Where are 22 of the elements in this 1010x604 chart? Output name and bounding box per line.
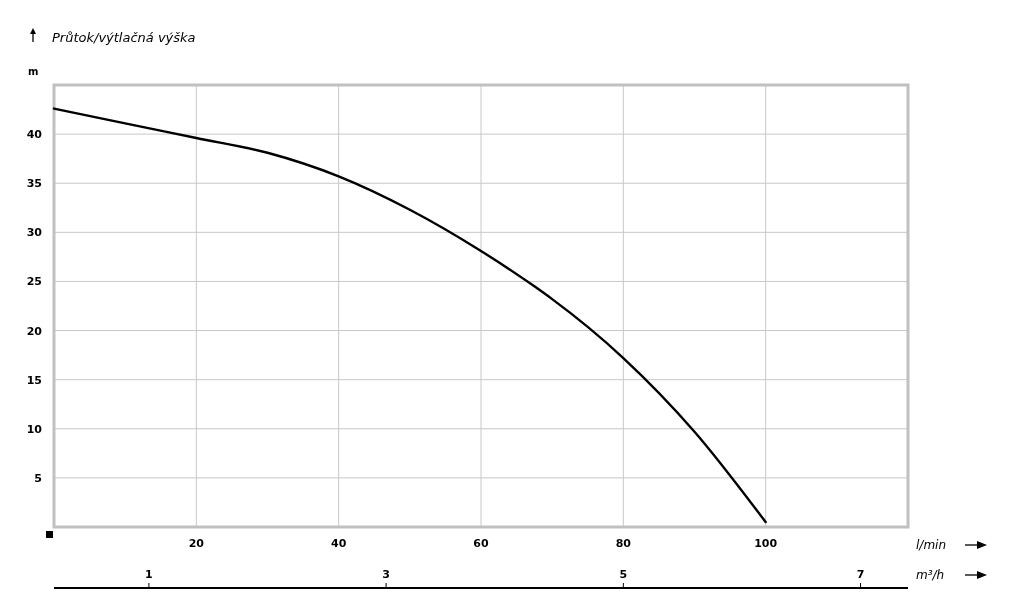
- x2-tick-label: 5: [619, 568, 628, 581]
- x-tick-label: 40: [331, 537, 347, 550]
- x2-tick-label: 1: [145, 568, 153, 581]
- x-axis-title: l/min: [916, 538, 947, 552]
- y-tick-label: 15: [26, 373, 42, 387]
- line-series: [52, 107, 767, 524]
- y-tick-label: 25: [26, 275, 42, 289]
- y-tick-label: 30: [26, 226, 43, 240]
- y-tick-label: 20: [26, 324, 43, 338]
- y-tick-label: 35: [26, 177, 42, 191]
- y-tick-label: 40: [26, 128, 43, 142]
- x-tick-label: 20: [188, 537, 205, 550]
- y-tick-label: 5: [34, 471, 42, 485]
- y-axis-title: Průtok/výtlačná výška: [52, 30, 196, 45]
- x-tick-label: 100: [754, 537, 778, 550]
- text: m: [28, 66, 39, 77]
- x2-tick-label: 3: [382, 568, 390, 581]
- x2-tick-label: 7: [856, 568, 865, 581]
- x2-axis-title: m³/h: [916, 568, 945, 582]
- x-tick-label: 80: [615, 537, 632, 550]
- y-tick-label: 10: [26, 422, 43, 436]
- x-tick-label: 60: [473, 537, 489, 550]
